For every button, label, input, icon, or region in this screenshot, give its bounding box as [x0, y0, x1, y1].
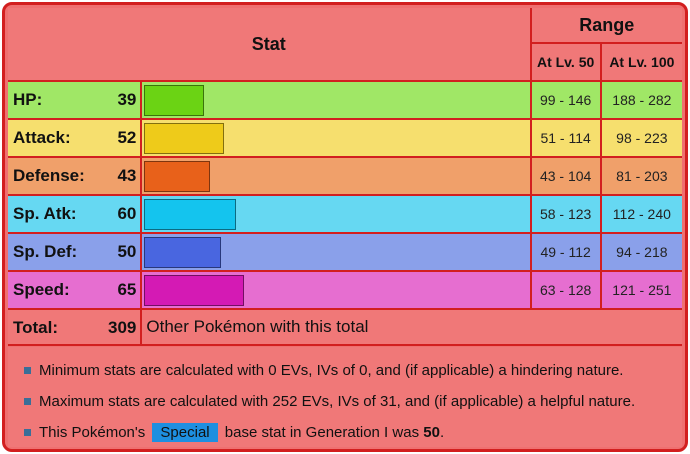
note-minimum: Minimum stats are calculated with 0 EVs,…: [24, 362, 623, 379]
stat-bar-cell: [142, 272, 532, 310]
range-lv100: 112 - 240: [601, 196, 682, 234]
note-max-text: Maximum stats are calculated with 252 EV…: [39, 393, 636, 410]
stat-bar-cell: [142, 82, 532, 120]
stat-bar: [144, 85, 205, 116]
header-row: Stat Range: [8, 8, 682, 82]
level-header-row: At Lv. 50 At Lv. 100: [8, 44, 682, 82]
note-special-prefix: This Pokémon's: [39, 424, 146, 441]
stat-label: Speed:: [13, 280, 70, 299]
other-pokemon-link[interactable]: Other Pokémon with this total: [142, 310, 682, 346]
stat-name-cell: Attack: 52: [8, 120, 143, 158]
special-stat-badge[interactable]: Special: [152, 423, 218, 442]
stat-row-defense: Defense: 43 43 - 104 81 - 203: [8, 158, 682, 196]
stat-name-cell: Defense: 43: [8, 158, 143, 196]
stat-bar: [144, 123, 225, 154]
notes-section: Minimum stats are calculated with 0 EVs,…: [8, 347, 682, 447]
note-special-middle: base stat in Generation I was: [224, 424, 420, 441]
range-lv50: 58 - 123: [531, 196, 602, 234]
stat-bar: [144, 199, 237, 230]
stat-bar: [144, 237, 222, 268]
range-lv100: 98 - 223: [601, 120, 682, 158]
stat-row-sp-atk: Sp. Atk: 60 58 - 123 112 - 240: [8, 196, 682, 234]
range-lv50: 63 - 128: [531, 272, 602, 310]
bullet-icon: [24, 366, 31, 374]
stat-name-cell: Sp. Def: 50: [8, 234, 143, 272]
stat-value: 39: [117, 90, 137, 109]
stat-value: 50: [117, 242, 137, 261]
range-lv100: 81 - 203: [601, 158, 682, 196]
note-special-suffix: .: [439, 424, 445, 441]
stat-bar-cell: [142, 120, 532, 158]
lv50-header: At Lv. 50: [531, 44, 602, 82]
total-value: 309: [108, 318, 137, 337]
lv100-header: At Lv. 100: [601, 44, 682, 82]
range-lv50: 51 - 114: [531, 120, 602, 158]
stat-bar-cell: [142, 196, 532, 234]
stat-value: 65: [117, 280, 137, 299]
note-min-text: Minimum stats are calculated with 0 EVs,…: [39, 362, 624, 379]
note-special: This Pokémon's Special base stat in Gene…: [24, 423, 444, 442]
range-header: Range: [531, 8, 682, 44]
range-lv50: 99 - 146: [531, 82, 602, 120]
stat-value: 52: [117, 128, 137, 147]
total-label: Total:: [13, 318, 59, 337]
stat-value: 60: [117, 204, 137, 223]
special-stat-value: 50: [423, 424, 440, 441]
stat-label: Defense:: [13, 166, 85, 185]
range-lv100: 188 - 282: [601, 82, 682, 120]
range-lv100: 94 - 218: [601, 234, 682, 272]
bullet-icon: [24, 428, 31, 436]
stat-bar: [144, 161, 211, 192]
stat-label: Sp. Atk:: [13, 204, 77, 223]
stat-value: 43: [117, 166, 137, 185]
bullet-icon: [24, 397, 31, 405]
stat-row-attack: Attack: 52 51 - 114 98 - 223: [8, 120, 682, 158]
stat-label: HP:: [13, 90, 43, 109]
range-lv50: 49 - 112: [531, 234, 602, 272]
total-row: Total: 309 Other Pokémon with this total: [8, 310, 682, 346]
stat-row-speed: Speed: 65 63 - 128 121 - 251: [8, 272, 682, 310]
total-name-cell: Total: 309: [8, 310, 143, 346]
stat-name-cell: Speed: 65: [8, 272, 143, 310]
stat-row-sp-def: Sp. Def: 50 49 - 112 94 - 218: [8, 234, 682, 272]
base-stats-table: Stat Range At Lv. 50 At Lv. 100 HP: 39 9…: [8, 8, 682, 346]
stat-bar: [144, 275, 245, 306]
stat-bar-cell: [142, 234, 532, 272]
range-lv50: 43 - 104: [531, 158, 602, 196]
range-lv100: 121 - 251: [601, 272, 682, 310]
stat-name-cell: HP: 39: [8, 82, 143, 120]
stat-bar-cell: [142, 158, 532, 196]
stat-header: Stat: [8, 8, 532, 82]
stat-label: Attack:: [13, 128, 71, 147]
stat-name-cell: Sp. Atk: 60: [8, 196, 143, 234]
note-maximum: Maximum stats are calculated with 252 EV…: [24, 393, 635, 410]
stat-label: Sp. Def:: [13, 242, 78, 261]
stat-row-hp: HP: 39 99 - 146 188 - 282: [8, 82, 682, 120]
